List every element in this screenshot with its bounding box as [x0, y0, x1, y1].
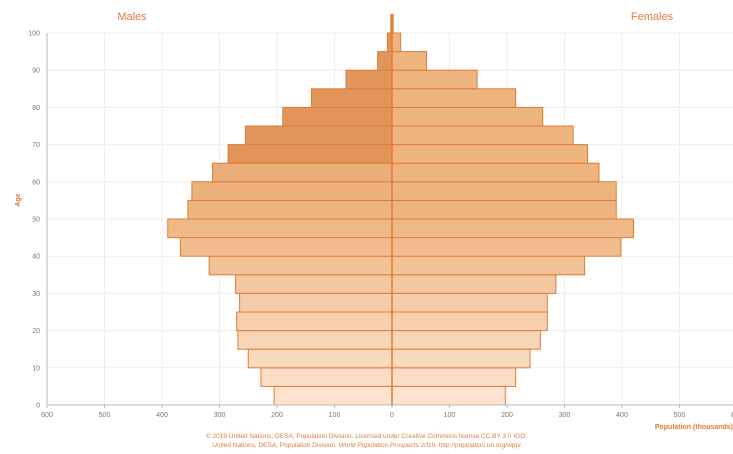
x-axis-title: Population (thousands): [655, 424, 733, 431]
female-bar-60-64: [391, 162, 600, 183]
x-tick-label: 200: [271, 412, 283, 419]
male-bar-90-94: [377, 51, 393, 71]
female-bar-40-44: [391, 237, 622, 257]
male-bar-35-39: [208, 255, 393, 276]
y-tick-label: 20: [32, 328, 40, 335]
x-tick-label: 400: [616, 412, 628, 419]
y-tick-label: 30: [32, 291, 40, 298]
y-axis-title: Age: [15, 193, 22, 206]
male-bar-45-49: [167, 218, 393, 239]
y-tick-label: 100: [28, 31, 40, 38]
female-bar-50-54: [391, 199, 617, 220]
male-bar-20-24: [236, 311, 393, 332]
x-tick-label: 100: [329, 412, 341, 419]
y-tick-label: 50: [32, 217, 40, 224]
female-bar-30-34: [391, 274, 557, 294]
male-bar-30-34: [235, 274, 393, 294]
female-bar-25-29: [391, 292, 548, 313]
male-bar-15-19: [237, 330, 393, 350]
male-bar-85-89: [345, 69, 393, 90]
bars-layer: [167, 13, 634, 406]
y-tick-label: 80: [32, 105, 40, 112]
y-tick-label: 10: [32, 365, 40, 372]
male-bar-10-14: [247, 348, 393, 369]
female-bar-15-19: [391, 330, 541, 350]
female-bar-95-99: [391, 32, 402, 53]
female-bar-0-4: [391, 385, 506, 406]
male-bar-80-84: [311, 88, 393, 108]
male-bar-0-4: [273, 385, 393, 406]
female-bar-5-9: [391, 367, 517, 387]
x-tick-label: 200: [501, 412, 513, 419]
y-tick-label: 40: [32, 254, 40, 261]
female-bar-75-79: [391, 106, 544, 127]
x-tick-label: 500: [674, 412, 686, 419]
credit-source: United Nations, DESA, Population Divisio…: [212, 442, 337, 449]
x-tick-label: 600: [731, 412, 733, 419]
x-tick-label: 300: [214, 412, 226, 419]
y-tick-label: 60: [32, 179, 40, 186]
x-tick-label: 300: [559, 412, 571, 419]
x-tick-label: 500: [99, 412, 111, 419]
y-tick-label: 70: [32, 142, 40, 149]
female-bar-55-59: [391, 181, 617, 201]
male-bar-5-9: [260, 367, 393, 387]
credit-publication: World Population Prospects 2019.: [338, 442, 437, 449]
male-bar-55-59: [191, 181, 393, 201]
females-title: Females: [631, 11, 674, 23]
male-bar-25-29: [239, 292, 393, 313]
males-title: Males: [117, 11, 147, 23]
female-bar-85-89: [391, 69, 478, 90]
female-bar-45-49: [391, 218, 634, 239]
y-tick-label: 90: [32, 68, 40, 75]
credit-url: http://population.un.org/wpp/: [438, 442, 521, 449]
y-tick-label: 0: [36, 403, 40, 410]
x-tick-label: 400: [156, 412, 168, 419]
male-bar-60-64: [212, 162, 393, 183]
x-tick-label: 600: [41, 412, 53, 419]
credit-citation: United Nations, DESA, Population Divisio…: [0, 441, 733, 450]
female-bar-80-84: [391, 88, 517, 108]
x-tick-label: 0: [390, 412, 394, 419]
male-bar-40-44: [179, 237, 393, 257]
female-bar-10-14: [391, 348, 531, 369]
female-bar-35-39: [391, 255, 586, 276]
male-bar-50-54: [187, 199, 393, 220]
male-bar-75-79: [282, 106, 393, 127]
female-bar-90-94: [391, 51, 427, 71]
female-bar-20-24: [391, 311, 548, 332]
x-tick-label: 100: [444, 412, 456, 419]
axes-layer: 6005004003002001000100200300400500600010…: [28, 14, 733, 419]
credit-license: © 2019 United Nations, DESA, Population …: [205, 433, 528, 440]
male-bar-70-74: [244, 125, 393, 146]
female-bar-65-69: [391, 144, 588, 164]
female-bar-70-74: [391, 125, 574, 146]
male-bar-65-69: [227, 144, 393, 164]
